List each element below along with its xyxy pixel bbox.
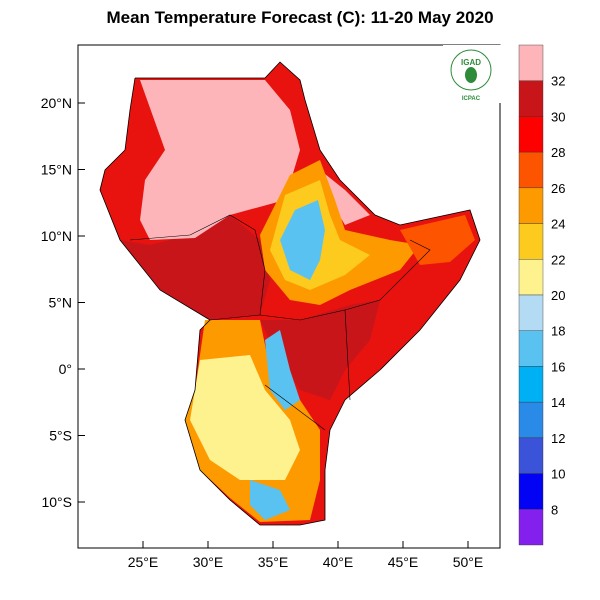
colorbar-bin bbox=[518, 80, 544, 117]
colorbar-label: 20 bbox=[551, 288, 565, 303]
region-southwest-yellow bbox=[190, 355, 300, 480]
colorbar-bin bbox=[518, 116, 544, 153]
colorbar-bin bbox=[518, 151, 544, 189]
colorbar-bin bbox=[518, 366, 544, 403]
region-pink-sahara bbox=[140, 80, 300, 240]
lon-tick-label: 25°E bbox=[128, 554, 159, 570]
lat-tick-label: 0° bbox=[59, 361, 72, 377]
region-lake-blue bbox=[250, 480, 290, 520]
lon-ticks: 25°E 30°E 35°E 40°E 45°E 50°E bbox=[128, 541, 484, 570]
lon-tick-label: 35°E bbox=[258, 554, 289, 570]
lon-tick-label: 45°E bbox=[388, 554, 419, 570]
internal-borders-4 bbox=[344, 239, 431, 311]
internal-borders-2 bbox=[259, 309, 351, 401]
colorbar-label: 26 bbox=[551, 181, 565, 196]
colorbar-label: 14 bbox=[551, 395, 565, 410]
colorbar-label: 24 bbox=[551, 217, 565, 232]
region-pink-eritrea bbox=[320, 170, 370, 225]
colorbar-bin bbox=[518, 437, 544, 474]
colorbar-label: 10 bbox=[551, 467, 565, 482]
igad-logo: IGAD ICPAC bbox=[443, 45, 501, 103]
colorbar-label: 30 bbox=[551, 109, 565, 124]
lon-tick-label: 30°E bbox=[193, 554, 224, 570]
colorbar-label: 16 bbox=[551, 359, 565, 374]
africa-icon bbox=[465, 67, 477, 83]
lat-tick-label: 5°S bbox=[49, 428, 72, 444]
lat-tick-label: 10°N bbox=[41, 228, 72, 244]
colorbar-label: 32 bbox=[551, 74, 565, 89]
map-title: Mean Temperature Forecast (C): 11-20 May… bbox=[106, 8, 494, 27]
colorbar-bin bbox=[518, 473, 544, 510]
colorbar-bin bbox=[518, 44, 544, 81]
lon-tick-label: 40°E bbox=[323, 554, 354, 570]
temperature-field bbox=[100, 62, 480, 525]
colorbar-label: 22 bbox=[551, 252, 565, 267]
lat-tick-label: 20°N bbox=[41, 95, 72, 111]
colorbar-bin bbox=[518, 259, 544, 296]
colorbar: 32 30 28 26 24 22 20 18 16 14 12 10 8 bbox=[518, 44, 565, 546]
colorbar-label: 12 bbox=[551, 431, 565, 446]
internal-borders-3 bbox=[264, 384, 326, 431]
region-rift-blue bbox=[265, 330, 300, 410]
lat-ticks: 20°N 15°N 10°N 5°N 0° 5°S 10°S bbox=[41, 95, 85, 510]
lat-tick-label: 5°N bbox=[49, 295, 73, 311]
country-borders bbox=[99, 61, 481, 526]
logo-bottom-text: ICPAC bbox=[462, 96, 481, 102]
colorbar-bin bbox=[518, 401, 544, 439]
logo-top-text: IGAD bbox=[461, 58, 481, 67]
colorbar-label: 8 bbox=[551, 502, 558, 517]
lat-tick-label: 10°S bbox=[41, 494, 72, 510]
lat-tick-label: 15°N bbox=[41, 162, 72, 178]
colorbar-label: 18 bbox=[551, 324, 565, 339]
region-darkred bbox=[120, 215, 270, 320]
colorbar-bin bbox=[518, 330, 544, 367]
colorbar-bin bbox=[518, 294, 544, 331]
region-somalia-orange bbox=[400, 215, 475, 265]
colorbar-bin bbox=[518, 223, 544, 260]
lon-tick-label: 50°E bbox=[453, 554, 484, 570]
colorbar-bin bbox=[518, 509, 544, 546]
colorbar-bin bbox=[518, 187, 544, 224]
region-highlands-blue bbox=[280, 200, 325, 280]
colorbar-label: 28 bbox=[551, 145, 565, 160]
